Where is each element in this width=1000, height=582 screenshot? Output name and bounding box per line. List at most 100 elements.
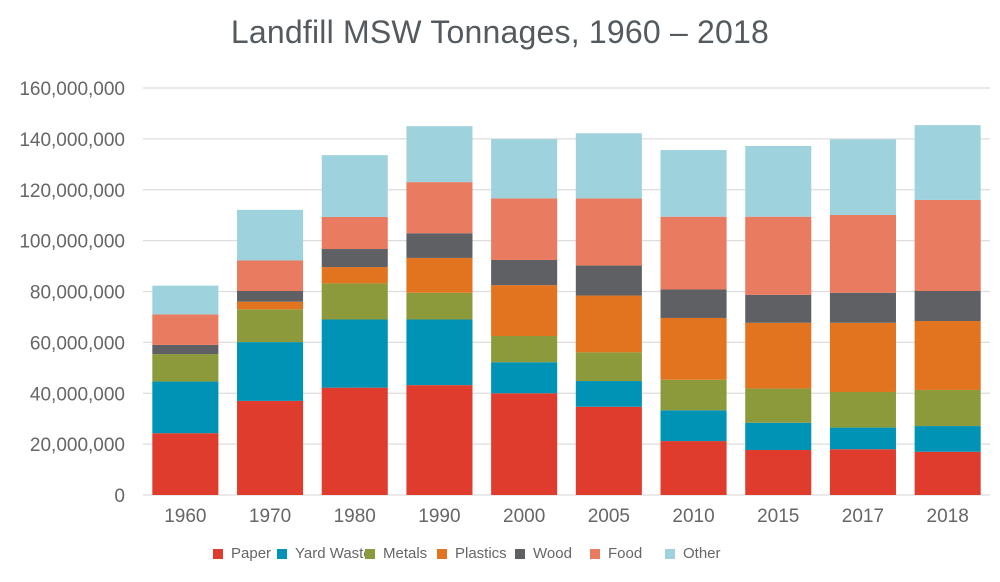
bar-paper-1980 <box>321 387 388 495</box>
bar-paper-2010 <box>660 441 727 495</box>
bar-stack-1960 <box>152 285 219 495</box>
bar-metals-2005 <box>575 352 642 382</box>
bar-wood-2015 <box>745 294 812 323</box>
bar-yard-waste-2015 <box>745 422 812 450</box>
legend-item-metals[interactable]: Metals <box>365 545 427 562</box>
bar-stack-2005 <box>575 133 642 495</box>
bar-stack-2000 <box>491 139 558 495</box>
bar-food-1970 <box>237 260 304 291</box>
x-tick-label: 1970 <box>249 506 291 527</box>
bar-paper-2018 <box>914 451 981 495</box>
y-tick-label: 80,000,000 <box>30 283 125 304</box>
bar-metals-2017 <box>829 391 896 428</box>
bar-yard-waste-1980 <box>321 319 388 388</box>
legend-label: Wood <box>533 545 572 562</box>
x-tick-label: 2018 <box>927 506 969 527</box>
bar-food-2010 <box>660 216 727 290</box>
bar-yard-waste-2005 <box>575 381 642 407</box>
bars <box>152 125 981 495</box>
bar-plastics-2000 <box>491 285 558 337</box>
bar-metals-2015 <box>745 388 812 423</box>
legend-item-food[interactable]: Food <box>590 545 642 562</box>
y-axis-ticks: 0 20,000,000 40,000,000 60,000,000 80,000,00… <box>19 79 125 507</box>
y-tick-label: 0 <box>114 486 125 507</box>
legend-label: Food <box>608 545 643 562</box>
bar-wood-2000 <box>491 259 558 286</box>
bar-stack-2015 <box>745 145 812 495</box>
bar-other-2000 <box>491 139 558 199</box>
bar-food-1960 <box>152 314 219 345</box>
legend-swatch <box>365 548 375 559</box>
bar-paper-1960 <box>152 433 219 495</box>
bar-stack-2018 <box>914 125 981 495</box>
y-tick-label: 160,000,000 <box>19 79 125 100</box>
bar-other-2017 <box>829 139 896 215</box>
legend-label: Yard Waste <box>295 545 372 562</box>
bar-metals-2010 <box>660 379 727 411</box>
bar-stack-1980 <box>321 155 388 495</box>
legend-item-yard-waste[interactable]: Yard Waste <box>277 545 372 562</box>
bar-food-1980 <box>321 216 388 250</box>
bar-paper-1970 <box>237 400 304 495</box>
bar-other-2015 <box>745 145 812 217</box>
legend-label: Paper <box>231 545 272 562</box>
y-tick-label: 20,000,000 <box>30 435 125 456</box>
bar-plastics-2017 <box>829 322 896 392</box>
bar-yard-waste-2000 <box>491 362 558 394</box>
bar-other-1970 <box>237 209 304 261</box>
bar-other-2005 <box>575 133 642 199</box>
legend-swatch <box>437 548 447 559</box>
bar-wood-2005 <box>575 265 642 296</box>
legend-item-paper[interactable]: Paper <box>213 545 271 562</box>
bar-paper-2017 <box>829 449 896 495</box>
x-tick-label: 1990 <box>418 506 460 527</box>
bar-metals-2018 <box>914 389 981 427</box>
bar-metals-2000 <box>491 336 558 363</box>
bar-wood-1980 <box>321 249 388 268</box>
legend-swatch <box>665 548 675 559</box>
bar-stack-1970 <box>237 209 304 495</box>
legend-swatch <box>277 548 287 559</box>
bar-other-1980 <box>321 155 388 217</box>
bar-plastics-2015 <box>745 322 812 389</box>
bar-other-1960 <box>152 285 219 315</box>
bar-wood-1960 <box>152 344 219 355</box>
bar-yard-waste-2018 <box>914 426 981 452</box>
bar-yard-waste-2010 <box>660 410 727 442</box>
legend-item-wood[interactable]: Wood <box>515 545 572 562</box>
bar-stack-2017 <box>829 139 896 495</box>
bar-food-1990 <box>406 182 473 234</box>
legend-label: Plastics <box>455 545 507 562</box>
legend-swatch <box>590 548 600 559</box>
bar-stack-1990 <box>406 126 473 495</box>
bar-yard-waste-1990 <box>406 319 473 386</box>
legend-label: Metals <box>383 545 428 562</box>
x-tick-label: 2005 <box>588 506 630 527</box>
bar-plastics-2010 <box>660 317 727 380</box>
x-tick-label: 2010 <box>672 506 714 527</box>
legend-item-plastics[interactable]: Plastics <box>437 545 507 562</box>
bar-food-2015 <box>745 216 812 295</box>
legend-swatch <box>515 548 525 559</box>
legend-label: Other <box>683 545 721 562</box>
bar-paper-2015 <box>745 449 812 495</box>
bar-other-2018 <box>914 125 981 200</box>
bar-metals-1990 <box>406 292 473 320</box>
y-tick-label: 140,000,000 <box>19 130 125 151</box>
bar-yard-waste-1970 <box>237 342 304 401</box>
bar-plastics-1990 <box>406 257 473 293</box>
bar-wood-1970 <box>237 290 304 302</box>
bar-plastics-1970 <box>237 301 304 310</box>
x-tick-label: 2015 <box>757 506 799 527</box>
legend-item-other[interactable]: Other <box>665 545 721 562</box>
bar-wood-2010 <box>660 289 727 318</box>
x-axis-ticks: 1960 1970 1980 1990 2000 2005 2010 2015 2017 2018 <box>164 506 969 527</box>
bar-yard-waste-1960 <box>152 381 219 434</box>
bar-metals-1960 <box>152 354 219 382</box>
x-tick-label: 1980 <box>334 506 376 527</box>
y-tick-label: 100,000,000 <box>19 232 125 253</box>
chart-title: Landfill MSW Tonnages, 1960 – 2018 <box>230 14 770 50</box>
legend: Paper Yard Waste Metals Plastics Wood Food Oth… <box>0 545 1000 567</box>
x-tick-label: 1960 <box>164 506 206 527</box>
